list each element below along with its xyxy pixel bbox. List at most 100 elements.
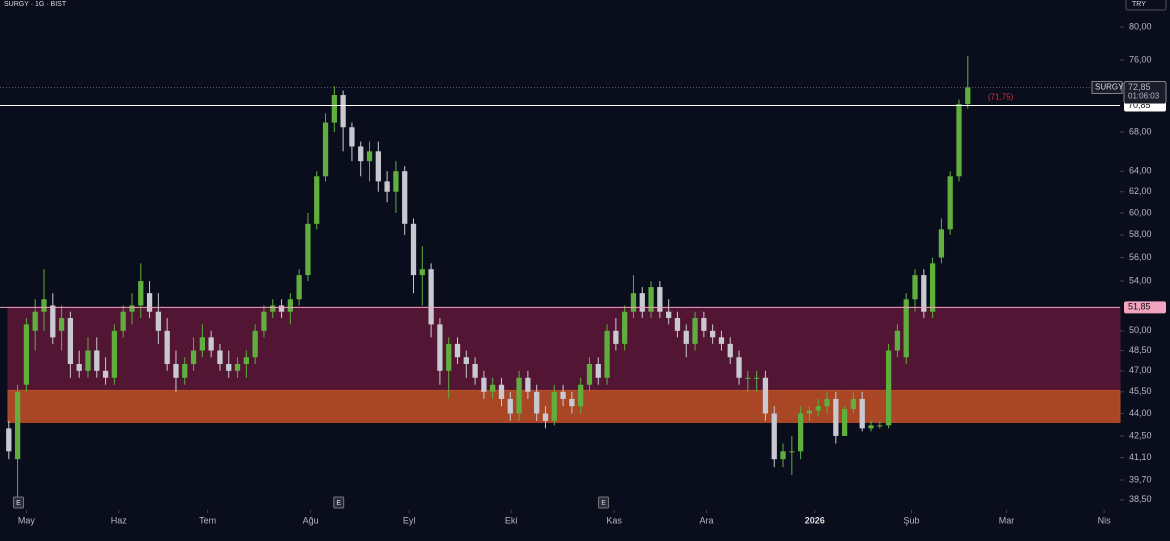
candle-body <box>578 384 584 407</box>
candle-body <box>551 391 557 421</box>
candle-body <box>639 293 645 312</box>
y-tick-label: 56,00 <box>1129 252 1152 262</box>
price-tag-label: 51,85 <box>1128 302 1151 312</box>
candle-body <box>32 311 38 331</box>
candle-body <box>463 357 469 365</box>
symbol-tag <box>1091 80 1123 94</box>
earnings-marker[interactable] <box>333 496 345 509</box>
candle-body <box>358 146 364 162</box>
candle-body <box>217 350 223 365</box>
candle-body <box>718 337 725 344</box>
x-tick-label: Şub <box>903 515 919 525</box>
candle-body <box>929 263 936 312</box>
candle-body <box>507 398 513 414</box>
y-tick-label: 64,00 <box>1129 166 1152 176</box>
candle-body <box>965 87 971 105</box>
candle-body <box>76 364 82 371</box>
x-tick-label: Kas <box>606 515 622 525</box>
candle-body <box>384 181 390 192</box>
candle-body <box>604 330 610 378</box>
candle-body <box>841 409 848 436</box>
candle-body <box>287 299 293 312</box>
candle-body <box>674 318 681 331</box>
candle-body <box>23 324 30 385</box>
earnings-label[interactable]: E <box>601 500 606 507</box>
x-tick-label: Tem <box>199 515 216 525</box>
candle-body <box>296 275 302 300</box>
candle-body <box>542 413 549 421</box>
candle-body <box>94 350 100 371</box>
candle-body <box>314 176 320 224</box>
candle-body <box>446 343 452 371</box>
y-tick-label: 76,00 <box>1129 54 1152 64</box>
candle-body <box>50 305 56 338</box>
earnings-label[interactable]: E <box>16 500 21 507</box>
candle-body <box>648 287 654 312</box>
candle-body <box>102 370 109 378</box>
candle-body <box>173 364 179 378</box>
candle-body <box>366 151 373 162</box>
candle-body <box>666 311 672 319</box>
y-tick-label: 47,00 <box>1129 365 1152 375</box>
candle-body <box>789 451 795 453</box>
candle-body <box>613 330 619 344</box>
candle-body <box>595 364 601 378</box>
earnings-marker[interactable] <box>12 496 24 509</box>
candle-body <box>771 413 777 460</box>
x-tick-label: Ağu <box>303 515 319 525</box>
y-tick-label: 48,50 <box>1129 345 1152 355</box>
candle-body <box>815 406 821 411</box>
earnings-marker[interactable] <box>598 496 610 509</box>
candle-body <box>199 337 205 351</box>
price-tag-label: 70,85 <box>1128 100 1151 110</box>
candle-body <box>111 330 118 378</box>
candle-body <box>622 311 628 344</box>
x-tick-label: Nis <box>1098 515 1111 525</box>
x-tick-label: Eki <box>505 515 518 525</box>
x-tick-label: Haz <box>111 515 128 525</box>
candle-body <box>146 293 153 312</box>
candle-body <box>560 391 566 399</box>
candle-body <box>252 330 258 358</box>
last-price-label: 72,85 <box>1128 82 1151 92</box>
candle-body <box>947 176 953 230</box>
x-tick-label: May <box>18 515 36 525</box>
candle-body <box>85 350 91 371</box>
candle-body <box>701 318 707 331</box>
candle-body <box>630 293 637 312</box>
candle-body <box>683 330 689 344</box>
y-tick-label: 54,00 <box>1129 275 1152 285</box>
currency-box[interactable] <box>1125 0 1167 11</box>
candle-body <box>234 364 241 371</box>
chart-title: SURGY · 1G · BIST <box>4 1 67 8</box>
currency[interactable]: TRY <box>1132 1 1146 8</box>
candle-body <box>481 377 487 392</box>
candle-body <box>14 391 21 460</box>
candle-body <box>410 223 417 276</box>
y-tick-label: 41,10 <box>1129 452 1152 462</box>
candle-body <box>516 377 522 414</box>
zone <box>7 306 1121 391</box>
candle-body <box>120 311 126 331</box>
candle-body <box>402 171 408 224</box>
candle-body <box>859 398 865 429</box>
candle-body <box>938 229 945 258</box>
candle-body <box>41 299 47 312</box>
candle-body <box>208 337 214 351</box>
candle-body <box>6 428 12 452</box>
candle-body <box>261 311 267 331</box>
candle-body <box>657 287 663 312</box>
y-tick-label: 68,00 <box>1129 126 1152 136</box>
candle-body <box>138 281 144 306</box>
last-price-tag <box>1123 80 1167 104</box>
candle-body <box>824 398 830 407</box>
candle-body <box>780 451 786 460</box>
earnings-label[interactable]: E <box>336 500 341 507</box>
candle-body <box>278 305 285 312</box>
y-tick-label: 60,00 <box>1129 207 1152 217</box>
candle-body <box>710 330 716 338</box>
y-tick-label: 62,00 <box>1129 186 1152 196</box>
candle-body <box>340 95 346 128</box>
candle-body <box>534 391 540 414</box>
